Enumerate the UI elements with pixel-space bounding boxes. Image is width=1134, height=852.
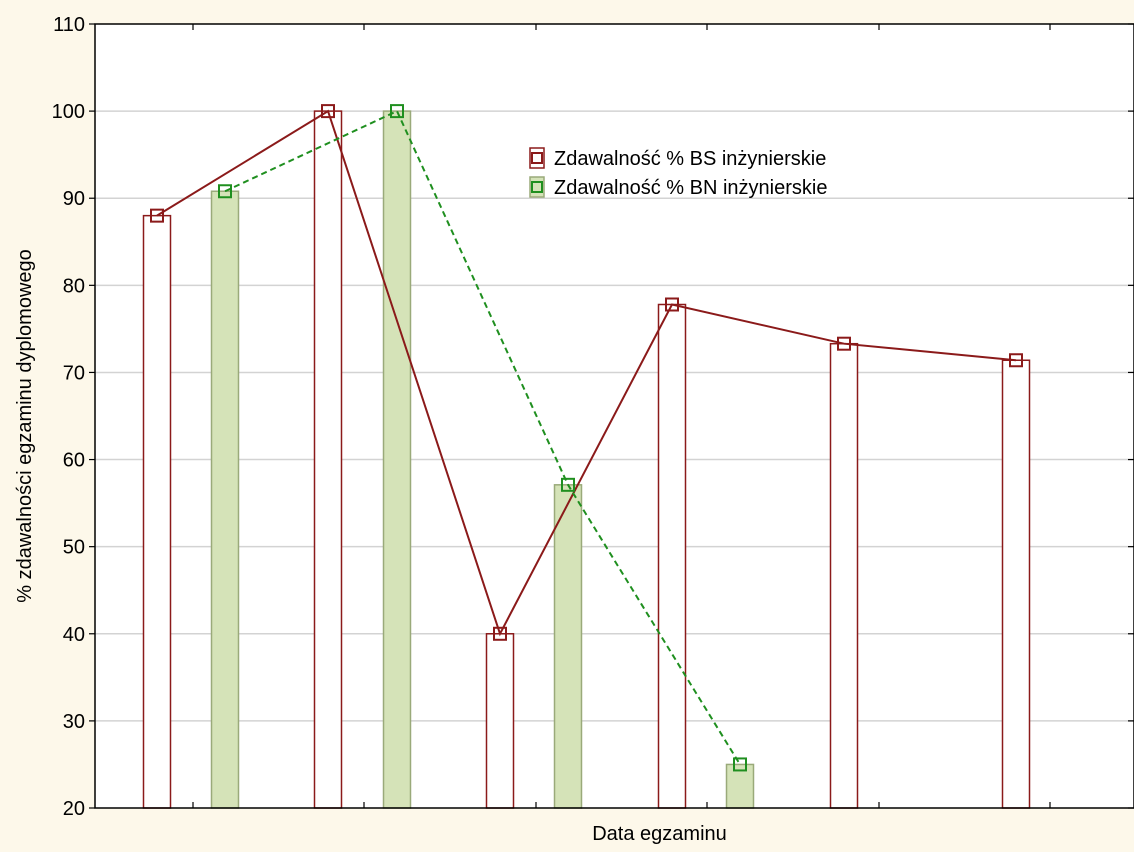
marker-bs xyxy=(321,104,335,119)
marker-bs xyxy=(1009,353,1023,368)
y-tick-label: 20 xyxy=(63,798,85,820)
series-line-bs xyxy=(156,109,1017,637)
marker-bs xyxy=(665,297,679,312)
bar-bs xyxy=(829,342,859,809)
y-tick-label: 110 xyxy=(53,14,85,36)
bar-bs xyxy=(1001,359,1031,809)
marker-bs xyxy=(150,208,164,223)
legend-label-bs: Zdawalność % BS inżynierskie xyxy=(554,148,826,170)
plot-frame xyxy=(94,23,1134,809)
legend-label-bn: Zdawalność % BN inżynierskie xyxy=(554,177,827,199)
y-tick-label: 40 xyxy=(63,624,85,646)
y-tick-label: 50 xyxy=(63,537,85,559)
y-tick-label: 70 xyxy=(63,362,85,384)
bar-bs xyxy=(657,303,687,809)
y-tick-label: 90 xyxy=(63,188,85,210)
legend: Zdawalność % BS inżynierskie Zdawalność %… xyxy=(529,147,827,199)
bar-bs xyxy=(485,633,515,809)
marker-bs xyxy=(837,336,851,351)
marker-bn xyxy=(561,477,575,492)
legend-marker-bn xyxy=(531,181,543,193)
bar-bn xyxy=(553,484,583,809)
y-tick-label: 80 xyxy=(63,275,85,297)
marker-bn xyxy=(733,757,747,772)
series-lines xyxy=(156,109,1017,765)
grid xyxy=(95,110,1134,722)
legend-marker-bs xyxy=(531,152,543,164)
markers xyxy=(150,104,1023,772)
y-tick-label: 100 xyxy=(52,101,85,123)
y-axis-label: % zdawalności egzaminu dyplomowego xyxy=(14,249,36,603)
marker-bs xyxy=(493,626,507,641)
bar-bs xyxy=(142,214,172,809)
series-line-bn xyxy=(224,109,741,765)
bar-bs xyxy=(313,110,343,809)
axes: 20 30 40 50 60 70 80 90 100 110 xyxy=(52,14,1134,820)
marker-bn xyxy=(390,104,404,119)
bars xyxy=(142,110,1031,809)
y-tick-label: 60 xyxy=(63,450,85,472)
y-tick-label: 30 xyxy=(63,711,85,733)
marker-bn xyxy=(218,184,232,199)
bar-bn xyxy=(382,110,412,809)
bar-bn xyxy=(210,190,240,809)
bar-bn xyxy=(725,763,755,809)
x-axis-label: Data egzaminu xyxy=(592,823,727,845)
